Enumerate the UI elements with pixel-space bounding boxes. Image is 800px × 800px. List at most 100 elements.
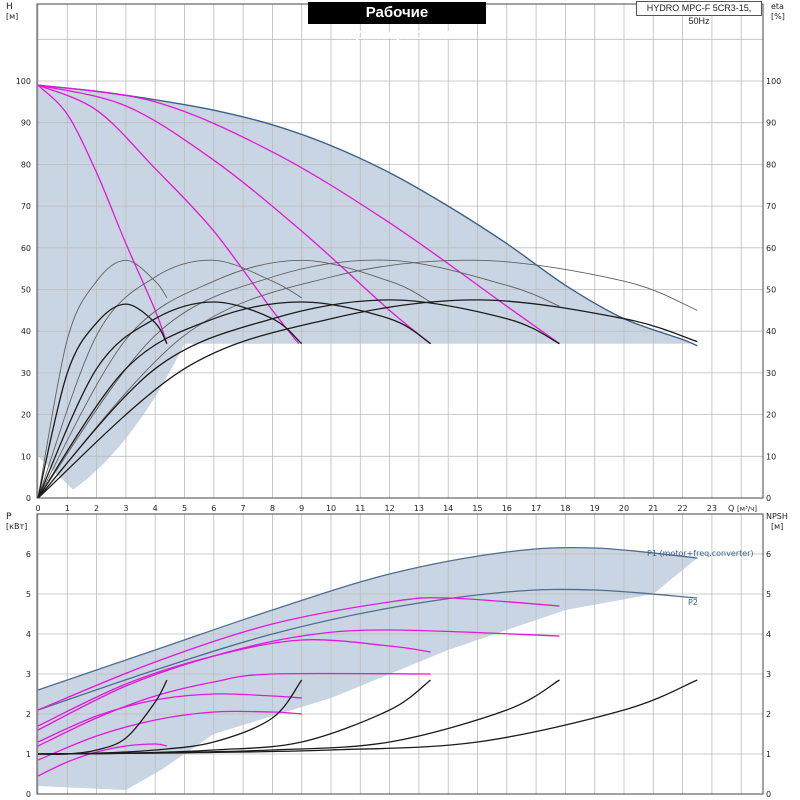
head-curve-h2 [37, 84, 300, 345]
chart-title: Рабочие характеристики [308, 2, 486, 43]
x-tick-label: 15 [472, 504, 482, 513]
y-tick-label-left: 100 [16, 77, 31, 86]
head-curve-e6 [37, 303, 168, 499]
y-tick-label-right: 2 [766, 710, 771, 719]
x-tick-label: 4 [153, 504, 158, 513]
y-tick-label-right: 40 [766, 327, 776, 336]
x-axis-label: Q [728, 504, 734, 513]
power-curve-p1 [37, 546, 698, 691]
y-tick-label-left: 80 [21, 160, 31, 169]
power-curve-m2 [37, 639, 431, 727]
y-tick-label-right: 6 [766, 550, 771, 559]
top-left-axis-label: H [6, 2, 13, 12]
y-tick-label-right: 20 [766, 411, 776, 420]
x-tick-label: 20 [619, 504, 629, 513]
power-curve-m7 [37, 710, 302, 761]
top-left-axis-unit: [м] [6, 12, 18, 21]
x-tick-label: 6 [211, 504, 216, 513]
x-tick-label: 11 [355, 504, 365, 513]
y-tick-label-left: 10 [21, 452, 31, 461]
y-tick-label-left: 0 [26, 494, 31, 503]
y-tick-label-right: 100 [766, 77, 781, 86]
power-curve-m3 [37, 629, 560, 731]
tick-labels: 0 1 2 3 4 5 6 7 8 9 10 11 12 13 14 15 16 17 18 19 20 21 22 230 0… [16, 77, 782, 799]
y-tick-label-right: 80 [766, 160, 776, 169]
x-tick-label: 22 [678, 504, 688, 513]
y-tick-label-left: 90 [21, 119, 31, 128]
y-tick-label-right: 60 [766, 244, 776, 253]
y-tick-label-left: 0 [26, 790, 31, 799]
head-curve-e9 [37, 299, 560, 499]
x-tick-label: 5 [182, 504, 187, 513]
x-tick-label: 2 [94, 504, 99, 513]
x-tick-label: 12 [385, 504, 395, 513]
y-tick-label-left: 60 [21, 244, 31, 253]
x-tick-label: 10 [326, 504, 336, 513]
bottom-left-axis-label: P [6, 512, 12, 522]
x-tick-label: 16 [502, 504, 512, 513]
y-tick-label-left: 4 [26, 630, 31, 639]
bottom-right-axis-unit: [м] [771, 522, 783, 531]
x-tick-label: 3 [123, 504, 128, 513]
head-curve-e4 [37, 259, 560, 499]
head-curve-e5 [37, 259, 698, 499]
y-tick-label-right: 5 [766, 590, 771, 599]
y-tick-label-left: 2 [26, 710, 31, 719]
power-curve-n5 [37, 679, 698, 755]
x-tick-label: 0 [35, 504, 40, 513]
y-tick-label-left: 50 [21, 286, 31, 295]
x-tick-label: 17 [531, 504, 541, 513]
y-tick-label-left: 40 [21, 327, 31, 336]
x-axis-unit: [м³/ч] [737, 505, 757, 513]
power-curve-m6 [37, 743, 168, 777]
head-curve-e10 [37, 299, 698, 499]
x-tick-label: 9 [299, 504, 304, 513]
y-tick-label-right: 30 [766, 369, 776, 378]
y-tick-label-right: 0 [766, 790, 771, 799]
operating-area-shading [38, 85, 698, 790]
legend-p1-label: P1 (motor+freq.converter) [647, 549, 754, 558]
bottom-left-axis-unit: [кВт] [6, 522, 27, 531]
x-tick-label: 8 [270, 504, 275, 513]
y-tick-label-left: 6 [26, 550, 31, 559]
power-curve-m4 [37, 693, 302, 743]
head-curve-h4 [37, 84, 560, 345]
y-tick-label-left: 5 [26, 590, 31, 599]
head-curve-e3 [37, 259, 431, 499]
bottom-operating-area [38, 547, 698, 790]
y-tick-label-right: 10 [766, 452, 776, 461]
x-tick-label: 1 [65, 504, 70, 513]
top-right-axis-unit: [%] [771, 12, 785, 21]
curves [37, 84, 698, 777]
power-curve-m5 [37, 672, 431, 747]
power-curve-m1 [37, 597, 560, 711]
top-operating-area [38, 85, 698, 490]
x-tick-label: 23 [707, 504, 717, 513]
y-tick-label-right: 70 [766, 202, 776, 211]
y-tick-label-right: 0 [766, 494, 771, 503]
head-curve-e1 [37, 259, 168, 499]
y-tick-label-left: 70 [21, 202, 31, 211]
x-tick-label: 7 [241, 504, 246, 513]
top-right-axis-label: eta [771, 2, 784, 11]
head-curve-e2 [37, 259, 302, 499]
x-tick-label: 13 [414, 504, 424, 513]
x-tick-label: 19 [590, 504, 600, 513]
x-tick-label: 21 [648, 504, 658, 513]
y-tick-label-right: 3 [766, 670, 771, 679]
bottom-panel-frame [36, 513, 764, 795]
x-tick-label: 14 [443, 504, 453, 513]
y-tick-label-right: 50 [766, 286, 776, 295]
y-tick-label-left: 1 [26, 750, 31, 759]
pump-model-label: HYDRO MPC-F 5CR3-15, 50Hz [636, 1, 762, 26]
head-curve-e8 [37, 301, 431, 499]
power-curve-p2 [37, 588, 698, 711]
y-tick-label-left: 3 [26, 670, 31, 679]
y-tick-label-left: 30 [21, 369, 31, 378]
y-tick-label-left: 20 [21, 411, 31, 420]
y-tick-label-right: 90 [766, 119, 776, 128]
bottom-right-axis-label: NPSH [766, 512, 788, 521]
head-curve-h3 [37, 84, 432, 345]
legend-p2-label: P2 [688, 598, 698, 607]
